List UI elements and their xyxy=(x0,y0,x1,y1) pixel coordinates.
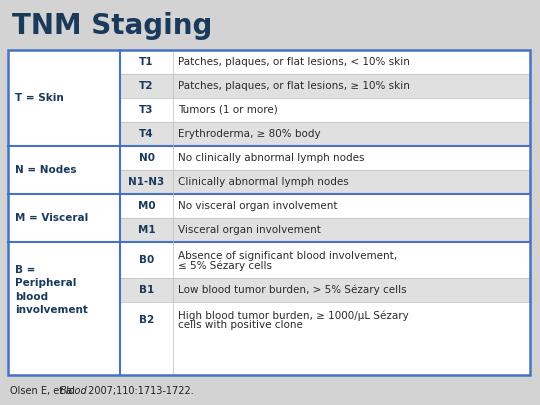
Bar xyxy=(120,50,530,74)
Bar xyxy=(8,170,120,194)
Text: No visceral organ involvement: No visceral organ involvement xyxy=(178,201,338,211)
Text: T = Skin: T = Skin xyxy=(15,93,64,103)
Bar xyxy=(120,98,530,122)
Bar xyxy=(120,146,530,170)
Bar xyxy=(8,146,120,170)
Bar xyxy=(120,242,530,278)
Text: Olsen E, et al.: Olsen E, et al. xyxy=(10,386,81,396)
Bar xyxy=(8,74,120,98)
Text: T2: T2 xyxy=(139,81,154,91)
Bar xyxy=(8,302,120,338)
Text: T1: T1 xyxy=(139,57,154,67)
Text: cells with positive clone: cells with positive clone xyxy=(178,320,303,330)
Text: Visceral organ involvement: Visceral organ involvement xyxy=(178,225,321,235)
Text: Clinically abnormal lymph nodes: Clinically abnormal lymph nodes xyxy=(178,177,349,187)
Bar xyxy=(8,242,120,278)
Text: T4: T4 xyxy=(139,129,154,139)
Bar xyxy=(120,122,530,146)
Bar xyxy=(120,170,530,194)
Bar xyxy=(8,98,120,122)
Text: M = Visceral: M = Visceral xyxy=(15,213,88,223)
Text: N0: N0 xyxy=(138,153,154,163)
Text: Tumors (1 or more): Tumors (1 or more) xyxy=(178,105,278,115)
Text: ≤ 5% Sézary cells: ≤ 5% Sézary cells xyxy=(178,260,272,271)
Text: Patches, plaques, or flat lesions, ≥ 10% skin: Patches, plaques, or flat lesions, ≥ 10%… xyxy=(178,81,410,91)
Text: M1: M1 xyxy=(138,225,156,235)
Bar xyxy=(8,194,120,218)
Text: M0: M0 xyxy=(138,201,156,211)
Bar xyxy=(8,218,120,242)
Bar xyxy=(8,50,530,375)
Text: N = Nodes: N = Nodes xyxy=(15,165,77,175)
Text: Erythroderma, ≥ 80% body: Erythroderma, ≥ 80% body xyxy=(178,129,321,139)
Bar xyxy=(120,278,530,302)
Text: Absence of significant blood involvement,: Absence of significant blood involvement… xyxy=(178,251,397,260)
Text: TNM Staging: TNM Staging xyxy=(12,12,212,40)
Text: High blood tumor burden, ≥ 1000/μL Sézary: High blood tumor burden, ≥ 1000/μL Sézar… xyxy=(178,310,409,321)
Bar xyxy=(8,50,530,375)
Bar xyxy=(8,50,120,74)
Text: Patches, plaques, or flat lesions, < 10% skin: Patches, plaques, or flat lesions, < 10%… xyxy=(178,57,410,67)
Text: Blood: Blood xyxy=(60,386,87,396)
Text: No clinically abnormal lymph nodes: No clinically abnormal lymph nodes xyxy=(178,153,364,163)
Bar xyxy=(120,194,530,218)
Bar xyxy=(8,278,120,302)
Text: Low blood tumor burden, > 5% Sézary cells: Low blood tumor burden, > 5% Sézary cell… xyxy=(178,285,407,295)
Bar xyxy=(120,218,530,242)
Text: T3: T3 xyxy=(139,105,154,115)
Bar xyxy=(8,122,120,146)
Bar xyxy=(120,302,530,338)
Text: B1: B1 xyxy=(139,285,154,295)
Bar xyxy=(120,74,530,98)
Text: B0: B0 xyxy=(139,255,154,265)
Text: N1-N3: N1-N3 xyxy=(129,177,165,187)
Text: . 2007;110:1713-1722.: . 2007;110:1713-1722. xyxy=(82,386,194,396)
Text: B =
Peripheral
blood
involvement: B = Peripheral blood involvement xyxy=(15,265,88,315)
Text: B2: B2 xyxy=(139,315,154,325)
